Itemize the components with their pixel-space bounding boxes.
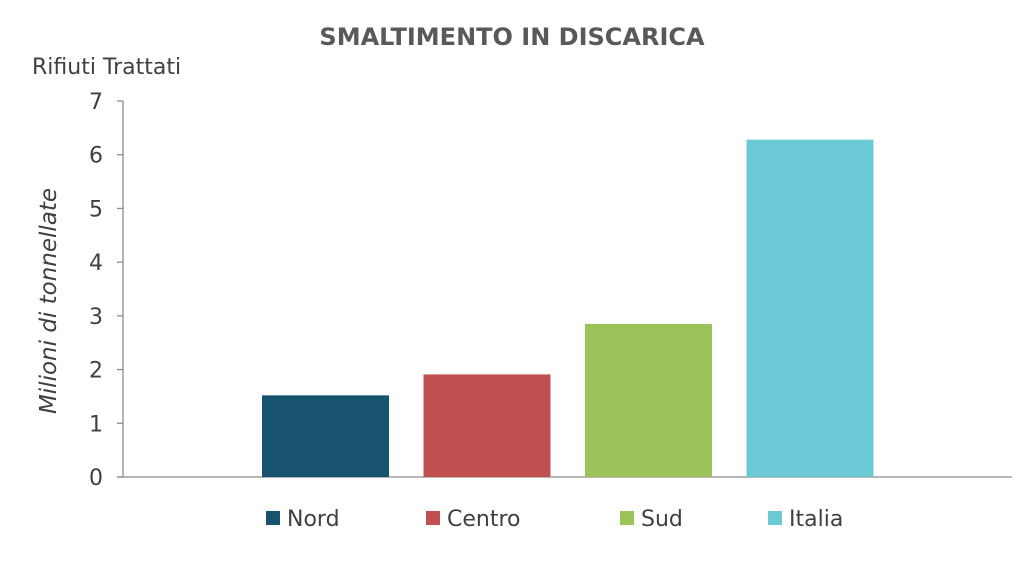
y-tick-label: 6 [89, 144, 103, 169]
y-tick-label: 5 [89, 197, 103, 222]
y-tick-label: 3 [89, 305, 103, 330]
legend-label-italia: Italia [789, 507, 843, 532]
y-axis-label: Milioni di tonnellate [36, 188, 62, 414]
legend-label-nord: Nord [287, 507, 340, 532]
bar-italia [746, 139, 874, 477]
y-ticks: 0 1 2 3 4 5 6 7 [89, 90, 123, 491]
y-tick-label: 1 [89, 412, 103, 437]
legend-swatch-sud [620, 511, 634, 525]
y-tick-label: 7 [89, 90, 103, 115]
legend-swatch-italia [768, 511, 782, 525]
bar-nord [262, 395, 389, 477]
legend-swatch-nord [266, 511, 280, 525]
chart-subtitle: Rifiuti Trattati [32, 55, 181, 80]
chart-title: SMALTIMENTO IN DISCARICA [319, 23, 705, 51]
legend-label-centro: Centro [447, 507, 521, 532]
bar-sud [585, 323, 712, 477]
y-tick-label: 4 [89, 251, 103, 276]
legend-swatch-centro [426, 511, 440, 525]
bars [262, 139, 874, 477]
y-tick-label: 0 [89, 466, 103, 491]
legend: Nord Centro Sud Italia [266, 507, 843, 532]
legend-label-sud: Sud [641, 507, 683, 532]
y-tick-label: 2 [89, 359, 103, 384]
bar-centro [423, 374, 551, 477]
